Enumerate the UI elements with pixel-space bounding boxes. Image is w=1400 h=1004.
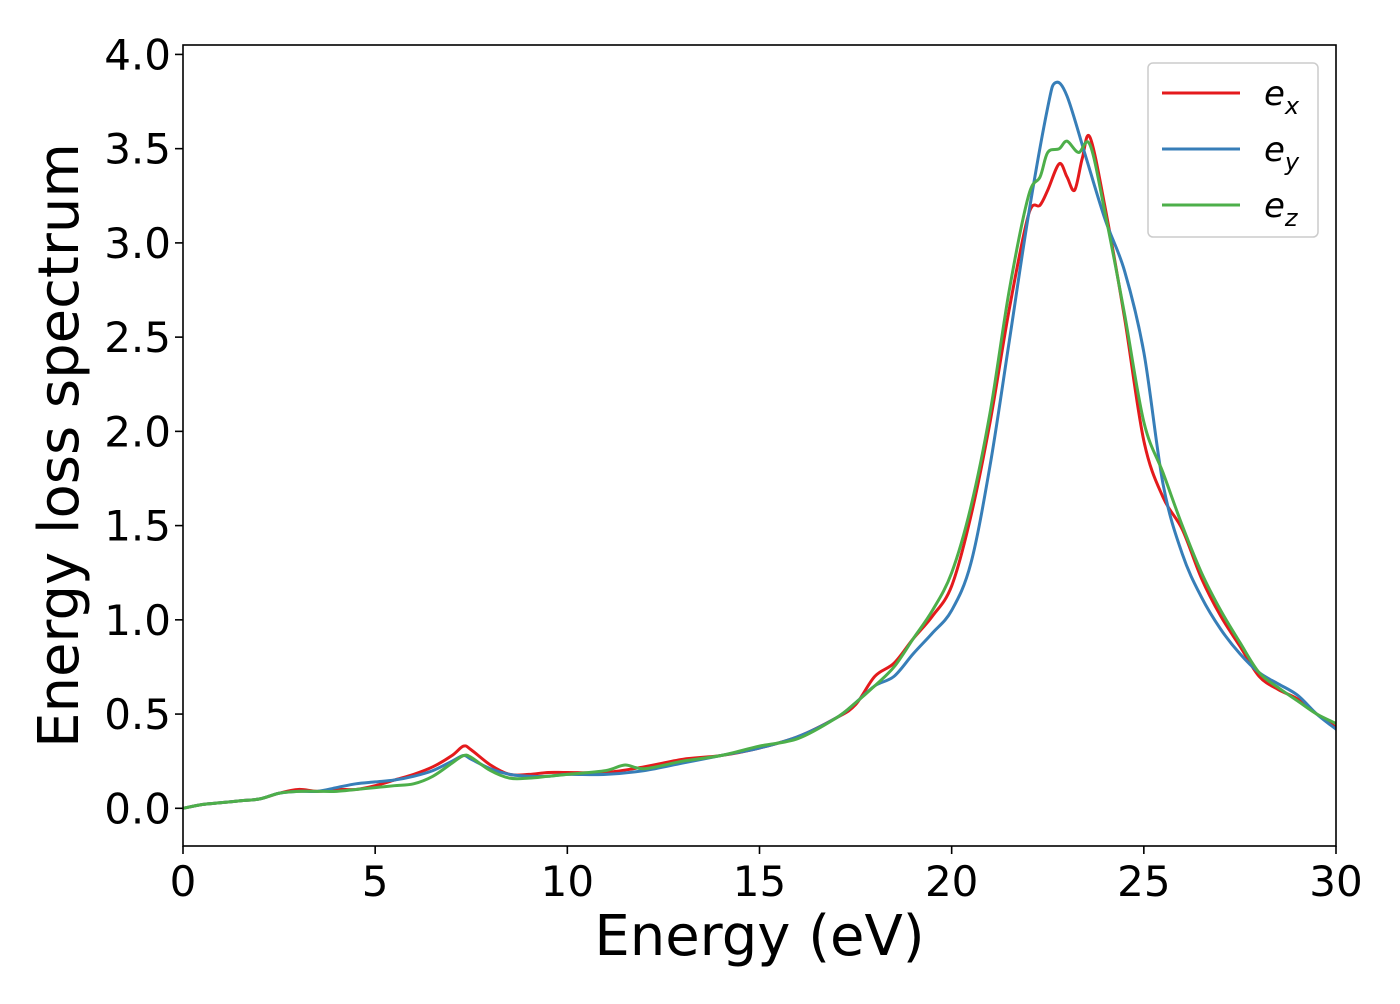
x-tick-label: 30 [1309, 857, 1362, 906]
x-tick-label: 5 [362, 857, 389, 906]
series-line-z [183, 139, 1336, 810]
y-tick-label: 3.5 [104, 125, 171, 174]
legend: ex ey ez [1147, 62, 1319, 238]
series-layer [183, 80, 1336, 810]
y-axis-title: Energy loss spectrum [27, 143, 92, 748]
x-tick-label: 15 [733, 857, 786, 906]
y-tick-label: 2.5 [104, 313, 171, 362]
y-tick-label: 2.0 [104, 407, 171, 456]
y-tick-label: 4.0 [104, 30, 171, 79]
y-tick-label: 0.5 [104, 690, 171, 739]
x-axis-title: Energy (eV) [594, 904, 924, 969]
y-axis-ticks: 0.0 0.5 1.0 1.5 2.0 2.5 3.0 3.5 4.0 [104, 30, 183, 833]
legend-label-x: ex [1264, 74, 1300, 120]
x-axis-ticks: 0 5 10 15 20 25 30 [170, 846, 1363, 906]
y-tick-label: 3.0 [104, 219, 171, 268]
legend-label-y: ey [1264, 130, 1300, 176]
y-tick-label: 1.0 [104, 596, 171, 645]
x-tick-label: 0 [170, 857, 197, 906]
x-tick-label: 20 [925, 857, 978, 906]
series-line-x [183, 133, 1336, 810]
x-tick-label: 25 [1117, 857, 1170, 906]
x-tick-label: 10 [541, 857, 594, 906]
legend-label-z: ez [1264, 186, 1299, 232]
y-tick-label: 1.5 [104, 502, 171, 551]
y-tick-label: 0.0 [104, 784, 171, 833]
